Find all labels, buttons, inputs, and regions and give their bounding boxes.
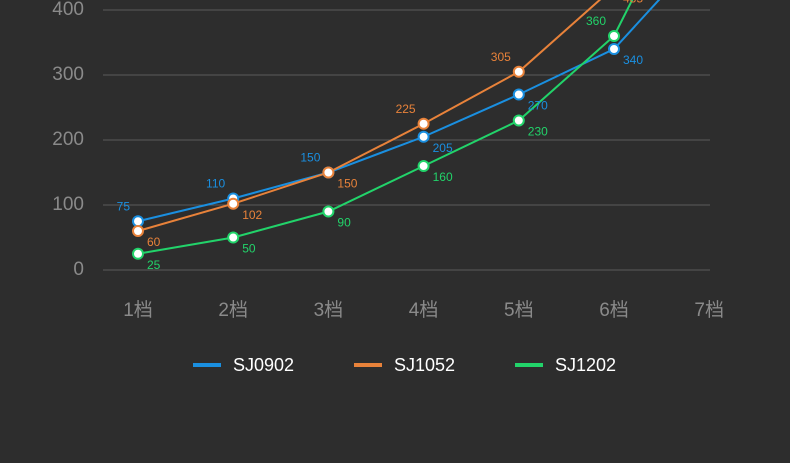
point — [322, 205, 335, 218]
data-label: 205 — [433, 141, 453, 155]
point — [417, 117, 430, 130]
point — [608, 30, 620, 42]
data-label: 150 — [300, 151, 320, 165]
x-tick-label: 7档 — [694, 299, 724, 321]
point — [322, 166, 335, 179]
data-label: 90 — [337, 216, 351, 230]
data-label: 110 — [206, 177, 225, 191]
x-tick-label: 5档 — [504, 299, 534, 321]
data-label: 50 — [242, 242, 256, 256]
data-label: 270 — [528, 99, 548, 113]
x-tick-label: 3档 — [314, 299, 344, 321]
x-tick-label: 6档 — [599, 299, 629, 321]
data-label: 102 — [242, 208, 262, 222]
data-label: 225 — [396, 102, 416, 116]
data-label: 150 — [337, 177, 357, 191]
data-label: 340 — [623, 53, 643, 67]
y-tick-label: 300 — [52, 64, 84, 85]
point — [132, 247, 144, 260]
y-tick-label: 100 — [52, 194, 84, 215]
data-label: 25 — [147, 258, 161, 272]
point — [608, 43, 620, 55]
y-tick-label: 400 — [52, 0, 84, 20]
point — [227, 197, 240, 210]
point — [512, 114, 525, 127]
data-label: 60 — [147, 235, 161, 249]
legend-label: SJ0902 — [233, 355, 294, 375]
data-label: 305 — [491, 50, 511, 64]
point — [132, 215, 144, 228]
x-tick-label: 1档 — [123, 299, 153, 321]
data-label: 435 — [623, 0, 643, 5]
point — [512, 88, 525, 101]
legend-label: SJ1202 — [555, 355, 616, 375]
legend-label: SJ1052 — [394, 355, 455, 375]
y-tick-label: 0 — [73, 259, 84, 280]
point — [417, 160, 430, 172]
y-tick-label: 200 — [52, 129, 84, 150]
x-tick-label: 2档 — [218, 299, 248, 321]
data-label: 230 — [528, 125, 548, 139]
point — [417, 130, 430, 143]
data-label: 160 — [433, 170, 453, 184]
x-tick-label: 4档 — [409, 299, 439, 321]
point — [132, 225, 144, 237]
point — [227, 231, 240, 244]
point — [512, 65, 525, 78]
data-label: 75 — [117, 199, 131, 213]
plot: 7511015020527034050060102150225305435560… — [117, 0, 661, 272]
data-label: 360 — [586, 14, 606, 28]
